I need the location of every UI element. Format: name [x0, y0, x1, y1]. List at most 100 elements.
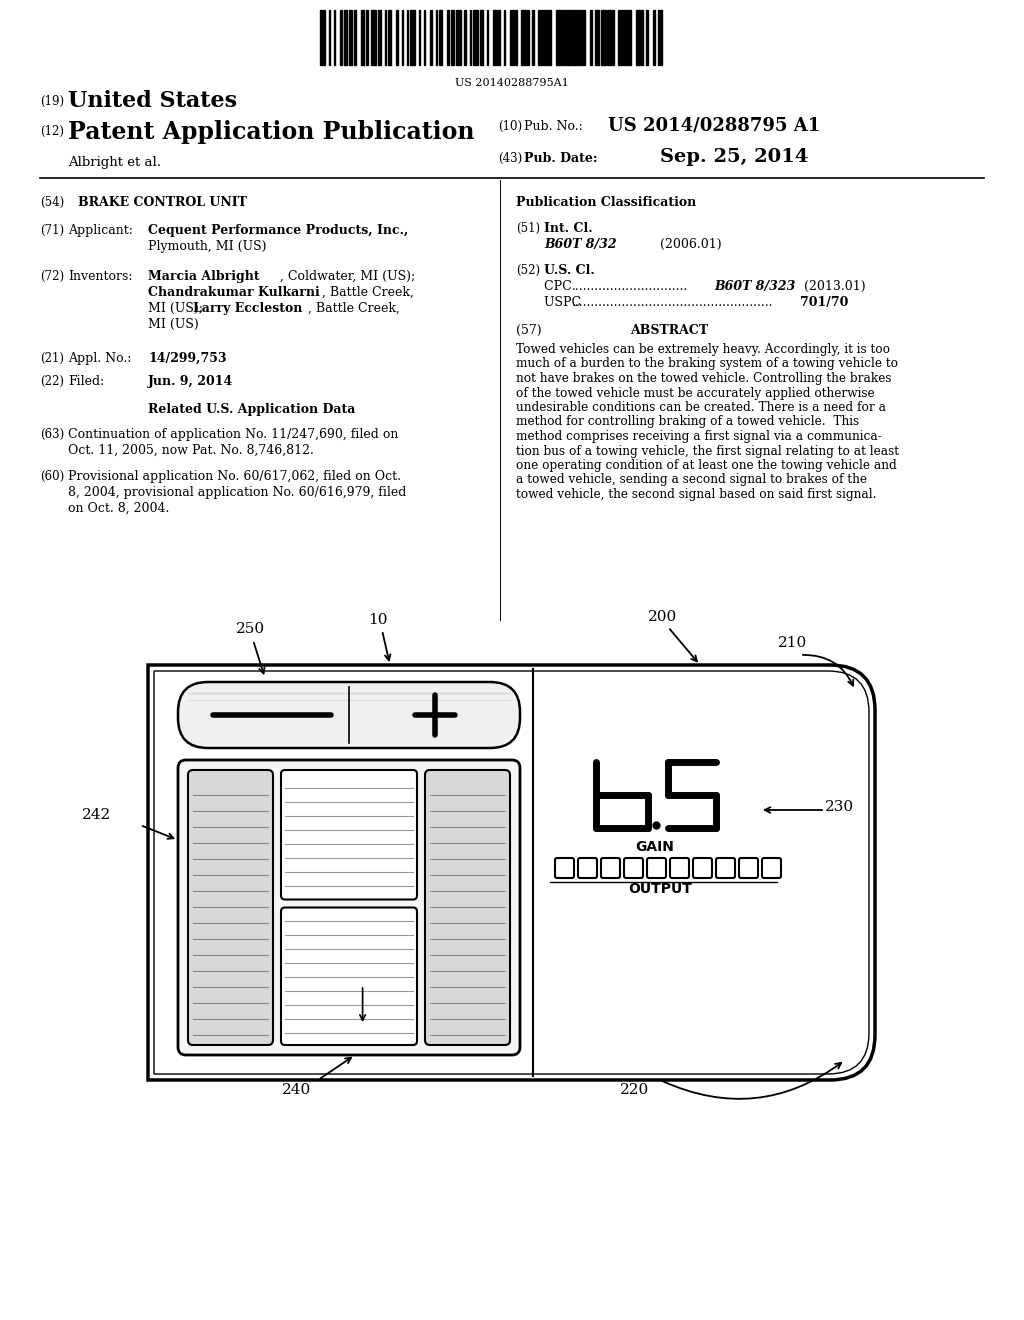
Bar: [385, 11, 386, 65]
Bar: [612, 11, 614, 65]
Bar: [566, 11, 571, 65]
FancyBboxPatch shape: [188, 770, 273, 1045]
Text: (63): (63): [40, 428, 65, 441]
Text: Jun. 9, 2014: Jun. 9, 2014: [148, 375, 233, 388]
Text: 240: 240: [282, 1082, 311, 1097]
Text: Applicant:: Applicant:: [68, 224, 133, 238]
FancyBboxPatch shape: [693, 858, 712, 878]
Text: (2006.01): (2006.01): [660, 238, 722, 251]
Text: , Battle Creek,: , Battle Creek,: [322, 286, 414, 300]
Text: (51): (51): [516, 222, 540, 235]
Text: (52): (52): [516, 264, 540, 277]
Text: (54): (54): [40, 195, 65, 209]
Text: one operating condition of at least one the towing vehicle and: one operating condition of at least one …: [516, 459, 897, 473]
FancyBboxPatch shape: [739, 858, 758, 878]
Bar: [430, 11, 432, 65]
Bar: [573, 11, 577, 65]
Text: MI (US): MI (US): [148, 318, 199, 331]
Text: Plymouth, MI (US): Plymouth, MI (US): [148, 240, 266, 253]
Text: towed vehicle, the second signal based on said first signal.: towed vehicle, the second signal based o…: [516, 488, 877, 502]
FancyBboxPatch shape: [281, 908, 417, 1045]
Bar: [435, 11, 437, 65]
Bar: [556, 11, 560, 65]
Text: Towed vehicles can be extremely heavy. Accordingly, it is too: Towed vehicles can be extremely heavy. A…: [516, 343, 890, 356]
Text: 250: 250: [236, 622, 265, 636]
Bar: [584, 11, 585, 65]
Bar: [344, 11, 347, 65]
Text: method comprises receiving a first signal via a communica-: method comprises receiving a first signa…: [516, 430, 882, 444]
Bar: [366, 11, 368, 65]
FancyBboxPatch shape: [178, 760, 520, 1055]
Text: (19): (19): [40, 95, 65, 108]
Text: Provisional application No. 60/617,062, filed on Oct.: Provisional application No. 60/617,062, …: [68, 470, 401, 483]
Text: 8, 2004, provisional application No. 60/616,979, filed: 8, 2004, provisional application No. 60/…: [68, 486, 407, 499]
Bar: [329, 11, 330, 65]
Bar: [646, 11, 648, 65]
Text: (12): (12): [40, 125, 63, 139]
Text: Oct. 11, 2005, now Pat. No. 8,746,812.: Oct. 11, 2005, now Pat. No. 8,746,812.: [68, 444, 314, 457]
Bar: [595, 11, 599, 65]
Bar: [447, 11, 450, 65]
Text: Filed:: Filed:: [68, 375, 104, 388]
Bar: [527, 11, 529, 65]
Text: Chandrakumar Kulkarni: Chandrakumar Kulkarni: [148, 286, 319, 300]
Bar: [388, 11, 391, 65]
Text: Pub. Date:: Pub. Date:: [524, 152, 597, 165]
Text: Cequent Performance Products, Inc.,: Cequent Performance Products, Inc.,: [148, 224, 409, 238]
Text: GAIN: GAIN: [636, 840, 675, 854]
Bar: [424, 11, 425, 65]
Bar: [470, 11, 471, 65]
Bar: [451, 11, 455, 65]
Text: Larry Eccleston: Larry Eccleston: [193, 302, 302, 315]
FancyBboxPatch shape: [716, 858, 735, 878]
Bar: [360, 11, 365, 65]
Bar: [486, 11, 488, 65]
Text: 220: 220: [620, 1082, 649, 1097]
Text: (72): (72): [40, 271, 65, 282]
Bar: [636, 11, 640, 65]
Bar: [480, 11, 483, 65]
Bar: [371, 11, 376, 65]
Bar: [473, 11, 478, 65]
Text: Int. Cl.: Int. Cl.: [544, 222, 593, 235]
Text: US 2014/0288795 A1: US 2014/0288795 A1: [608, 117, 820, 135]
Text: US 20140288795A1: US 20140288795A1: [455, 78, 569, 88]
Text: B60T 8/32: B60T 8/32: [544, 238, 616, 251]
Text: much of a burden to the braking system of a towing vehicle to: much of a burden to the braking system o…: [516, 358, 898, 371]
Bar: [340, 11, 342, 65]
Text: CPC: CPC: [544, 280, 575, 293]
Text: Related U.S. Application Data: Related U.S. Application Data: [148, 403, 355, 416]
FancyBboxPatch shape: [555, 858, 574, 878]
Text: 701/70: 701/70: [800, 296, 848, 309]
FancyBboxPatch shape: [601, 858, 620, 878]
Text: MI (US);: MI (US);: [148, 302, 207, 315]
Text: Inventors:: Inventors:: [68, 271, 132, 282]
Text: Albright et al.: Albright et al.: [68, 156, 161, 169]
Text: ....................................................: ........................................…: [572, 296, 773, 309]
Text: Marcia Albright: Marcia Albright: [148, 271, 260, 282]
Text: OUTPUT: OUTPUT: [628, 882, 692, 896]
Bar: [658, 11, 662, 65]
PathPatch shape: [148, 665, 874, 1080]
Text: (57): (57): [516, 323, 542, 337]
FancyBboxPatch shape: [281, 770, 417, 899]
Bar: [349, 11, 352, 65]
Bar: [579, 11, 582, 65]
Text: 14/299,753: 14/299,753: [148, 352, 226, 366]
Text: 10: 10: [368, 612, 387, 627]
Bar: [545, 11, 548, 65]
Text: (71): (71): [40, 224, 65, 238]
Bar: [590, 11, 592, 65]
Text: ABSTRACT: ABSTRACT: [630, 323, 709, 337]
Text: Appl. No.:: Appl. No.:: [68, 352, 131, 366]
Bar: [439, 11, 442, 65]
Text: undesirable conditions can be created. There is a need for a: undesirable conditions can be created. T…: [516, 401, 886, 414]
Text: Sep. 25, 2014: Sep. 25, 2014: [660, 148, 808, 166]
Text: United States: United States: [68, 90, 238, 112]
FancyBboxPatch shape: [762, 858, 781, 878]
Bar: [494, 11, 497, 65]
Text: 200: 200: [648, 610, 677, 624]
Text: U.S. Cl.: U.S. Cl.: [544, 264, 595, 277]
FancyBboxPatch shape: [624, 858, 643, 878]
Bar: [600, 11, 605, 65]
